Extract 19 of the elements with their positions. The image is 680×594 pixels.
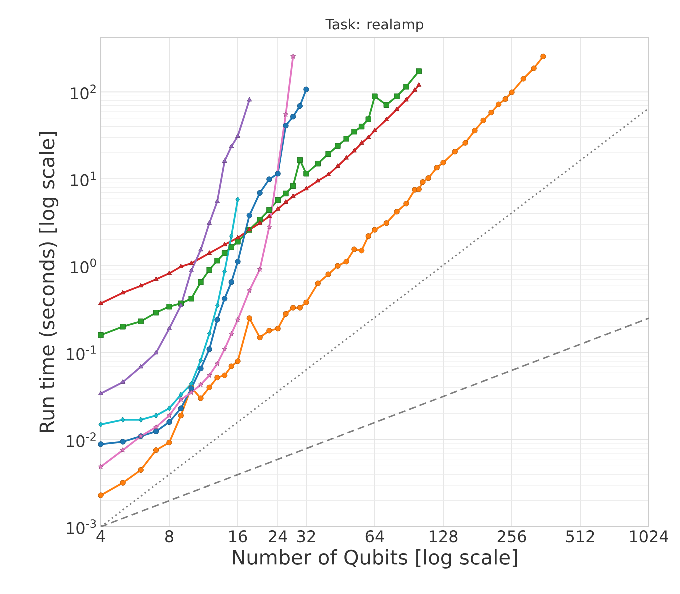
x-tick-label: 16 [230,530,248,543]
x-tick-label: 1024 [630,530,668,543]
x-axis-title: Number of Qubits [log scale] [233,549,518,569]
y-tick-label: 10$^{2}$ [71,84,96,100]
y-tick-label: 10$^{-3}$ [67,520,96,534]
x-tick-label: 32 [298,530,316,543]
x-tick-label: 4 [96,530,106,542]
x-tick-label: 8 [166,530,174,543]
y-axis-title: Run time (seconds) [log scale] [39,132,59,433]
y-tick-label: 10$^{-2}$ [67,432,96,448]
y-tick-label: 10$^{-1}$ [67,346,96,360]
x-tick-label: 512 [566,530,594,543]
x-tick-label: 256 [498,530,526,543]
x-tick-label: 128 [430,530,458,543]
x-tick-label: 24 [269,530,288,542]
y-tick-label: 10$^{0}$ [71,258,96,274]
x-tick-label: 64 [366,530,384,543]
chart-title: Task: realamp [326,18,424,32]
y-tick-label: 10$^{1}$ [71,172,96,186]
